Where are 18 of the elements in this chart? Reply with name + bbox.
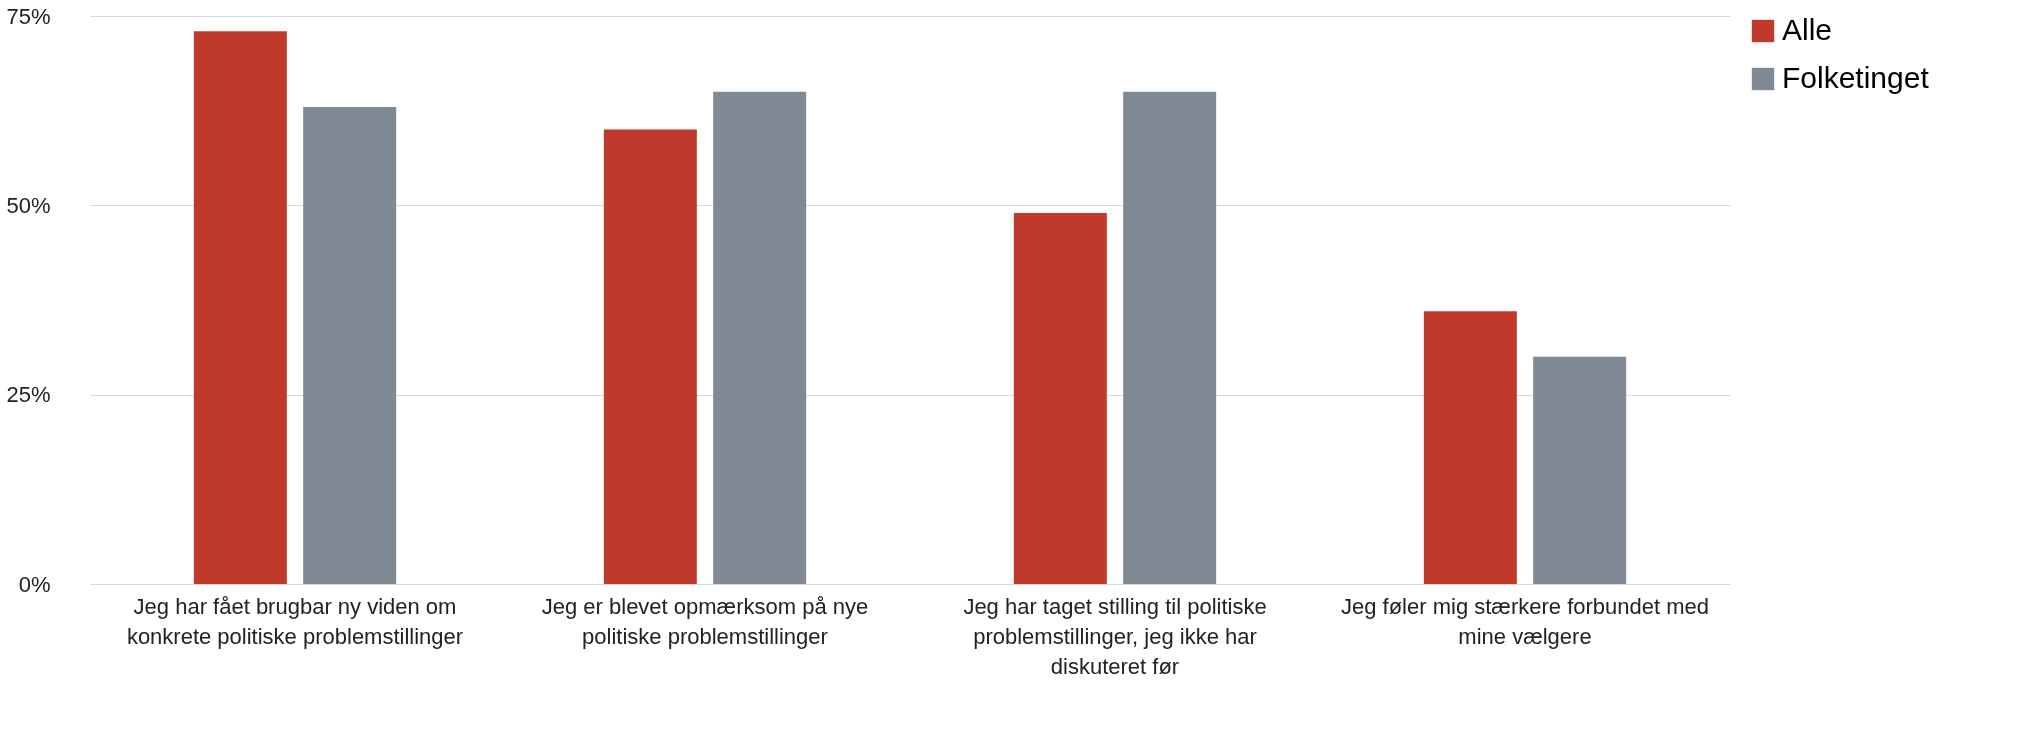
- y-tick-label: 0%: [18, 571, 51, 597]
- legend-label: Alle: [1782, 13, 1833, 46]
- y-tick-label: 25%: [6, 382, 51, 408]
- x-tick-label: Jeg er blevet opmærksom på nye politiske problemstillinger: [541, 593, 869, 649]
- bar: [193, 31, 287, 584]
- bar: [1423, 311, 1517, 584]
- bar: [713, 91, 807, 584]
- bar: [303, 106, 397, 584]
- x-tick-label: Jeg føler mig stærkere forbundet med mine vælgere: [1340, 593, 1710, 649]
- x-tick-label: Jeg har fået brugbar ny viden om konkrete politiske problemstillinger: [126, 593, 464, 649]
- x-tick-label: Jeg har taget stilling til politiske problemstillinger, jeg ikke har diskuteret før: [963, 593, 1267, 679]
- bar: [1013, 212, 1107, 584]
- y-tick-label: 75%: [6, 3, 51, 29]
- bar: [603, 129, 697, 584]
- bar: [1123, 91, 1217, 584]
- y-tick-label: 50%: [6, 192, 51, 218]
- bar: [1533, 356, 1627, 584]
- legend-label: Folketinget: [1782, 61, 1930, 94]
